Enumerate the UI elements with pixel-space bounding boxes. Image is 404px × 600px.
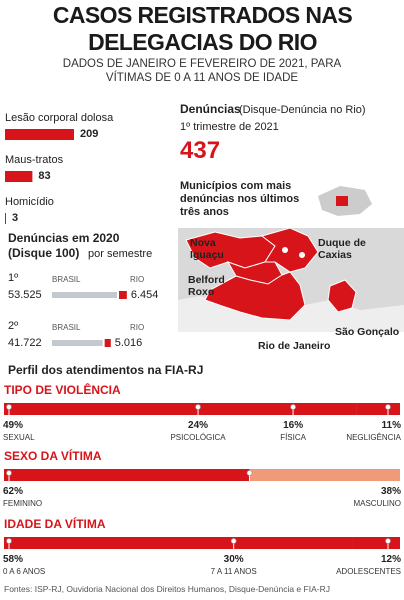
- rio-bar: [104, 339, 111, 347]
- category-label: FÍSICA: [280, 433, 306, 442]
- map-region: [327, 279, 357, 313]
- section-note: por semestre: [88, 248, 153, 260]
- series-name: RIO: [130, 323, 145, 332]
- map-region: [260, 227, 319, 273]
- row-label: 2º: [8, 320, 19, 332]
- brasil-value: 41.722: [8, 337, 42, 349]
- place-label: Nova Iguaçu: [190, 237, 224, 261]
- brasil-bar: [52, 292, 117, 298]
- section-note: (Disque-Denúncia no Rio): [239, 104, 366, 116]
- case-bar: [5, 129, 74, 140]
- case-bar: [5, 171, 33, 182]
- value-label: 49%: [3, 420, 24, 431]
- category-label: ADOLESCENTES: [336, 567, 401, 576]
- group-title: IDADE DA VÍTIMA: [4, 517, 106, 531]
- case-bar: [5, 213, 6, 224]
- value-label: 24%: [188, 420, 209, 431]
- case-value: 209: [79, 128, 99, 140]
- big-number: 437: [180, 137, 221, 164]
- category-label: FEMININO: [3, 499, 43, 508]
- section-title: Denúncias: [180, 102, 241, 116]
- map-region: [204, 271, 306, 321]
- category-label: PSICOLÓGICA: [170, 433, 226, 442]
- place-label: Rio de Janeiro: [258, 340, 331, 352]
- rio-value: 5.016: [114, 337, 143, 349]
- segment: [293, 403, 357, 415]
- brasil-value: 53.525: [8, 289, 42, 301]
- segment: [198, 403, 294, 415]
- segment: [352, 537, 400, 549]
- place-label: Belford Roxo: [188, 274, 225, 298]
- category-label: 0 A 6 ANOS: [3, 567, 46, 576]
- pin-head: [230, 538, 237, 544]
- value-label: 58%: [3, 554, 24, 565]
- pin-head: [6, 404, 12, 410]
- source: Fontes: ISP-RJ, Ouvidoria Nacional dos D…: [4, 584, 330, 594]
- section-subtitle: (Disque 100): [8, 246, 80, 260]
- rio-bar: [119, 291, 127, 299]
- segment: [233, 537, 353, 549]
- map-title: Municípios com mais denúncias nos último…: [180, 180, 300, 218]
- subtitle: DADOS DE JANEIRO E FEVEREIRO DE 2021, PA…: [62, 58, 342, 84]
- pin-head: [195, 404, 201, 410]
- series-name: RIO: [130, 275, 145, 284]
- map-pin: [282, 247, 288, 253]
- group-title: SEXO DA VÍTIMA: [4, 449, 102, 463]
- case-value: 83: [38, 170, 51, 182]
- value-label: 30%: [223, 554, 244, 565]
- pin-head: [290, 404, 296, 410]
- segment: [356, 403, 400, 415]
- rio-value: 6.454: [130, 289, 159, 301]
- series-name: BRASIL: [52, 323, 81, 332]
- pin-head: [385, 538, 391, 544]
- segment: [4, 403, 199, 415]
- pin-head: [6, 538, 12, 544]
- segment: [249, 469, 400, 481]
- brasil-bar: [52, 340, 103, 346]
- group-title: TIPO DE VIOLÊNCIA: [4, 383, 121, 397]
- value-label: 11%: [381, 420, 401, 431]
- inset-highlight: [336, 196, 348, 206]
- value-label: 16%: [283, 420, 304, 431]
- pin-head: [246, 470, 253, 476]
- value-label: 38%: [380, 486, 401, 497]
- place-label: Duque de Caxias: [318, 237, 366, 261]
- segment: [4, 537, 234, 549]
- category-label: MASCULINO: [353, 499, 401, 508]
- case-value: 3: [12, 212, 19, 224]
- pin-head: [385, 404, 391, 410]
- row-label: 1º: [8, 272, 19, 284]
- period: 1º trimestre de 2021: [180, 121, 279, 133]
- map-pin: [299, 252, 305, 258]
- case-label: Lesão corporal dolosa: [5, 112, 114, 124]
- pin-head: [6, 470, 12, 476]
- category-label: 7 A 11 ANOS: [210, 567, 257, 576]
- case-label: Homicídio: [5, 196, 54, 208]
- value-label: 12%: [380, 554, 401, 565]
- category-label: NEGLIGÊNCIA: [346, 433, 401, 442]
- place-label: São Gonçalo: [335, 326, 400, 338]
- category-label: SEXUAL: [3, 433, 35, 442]
- title: CASOS REGISTRADOS NAS DELEGACIAS DO RIO: [52, 2, 353, 55]
- segment: [4, 469, 250, 481]
- case-label: Maus-tratos: [5, 154, 64, 166]
- section-title: Perfil dos atendimentos na FIA-RJ: [8, 363, 204, 377]
- value-label: 62%: [3, 486, 24, 497]
- section-title: Denúncias em 2020: [8, 231, 120, 245]
- series-name: BRASIL: [52, 275, 81, 284]
